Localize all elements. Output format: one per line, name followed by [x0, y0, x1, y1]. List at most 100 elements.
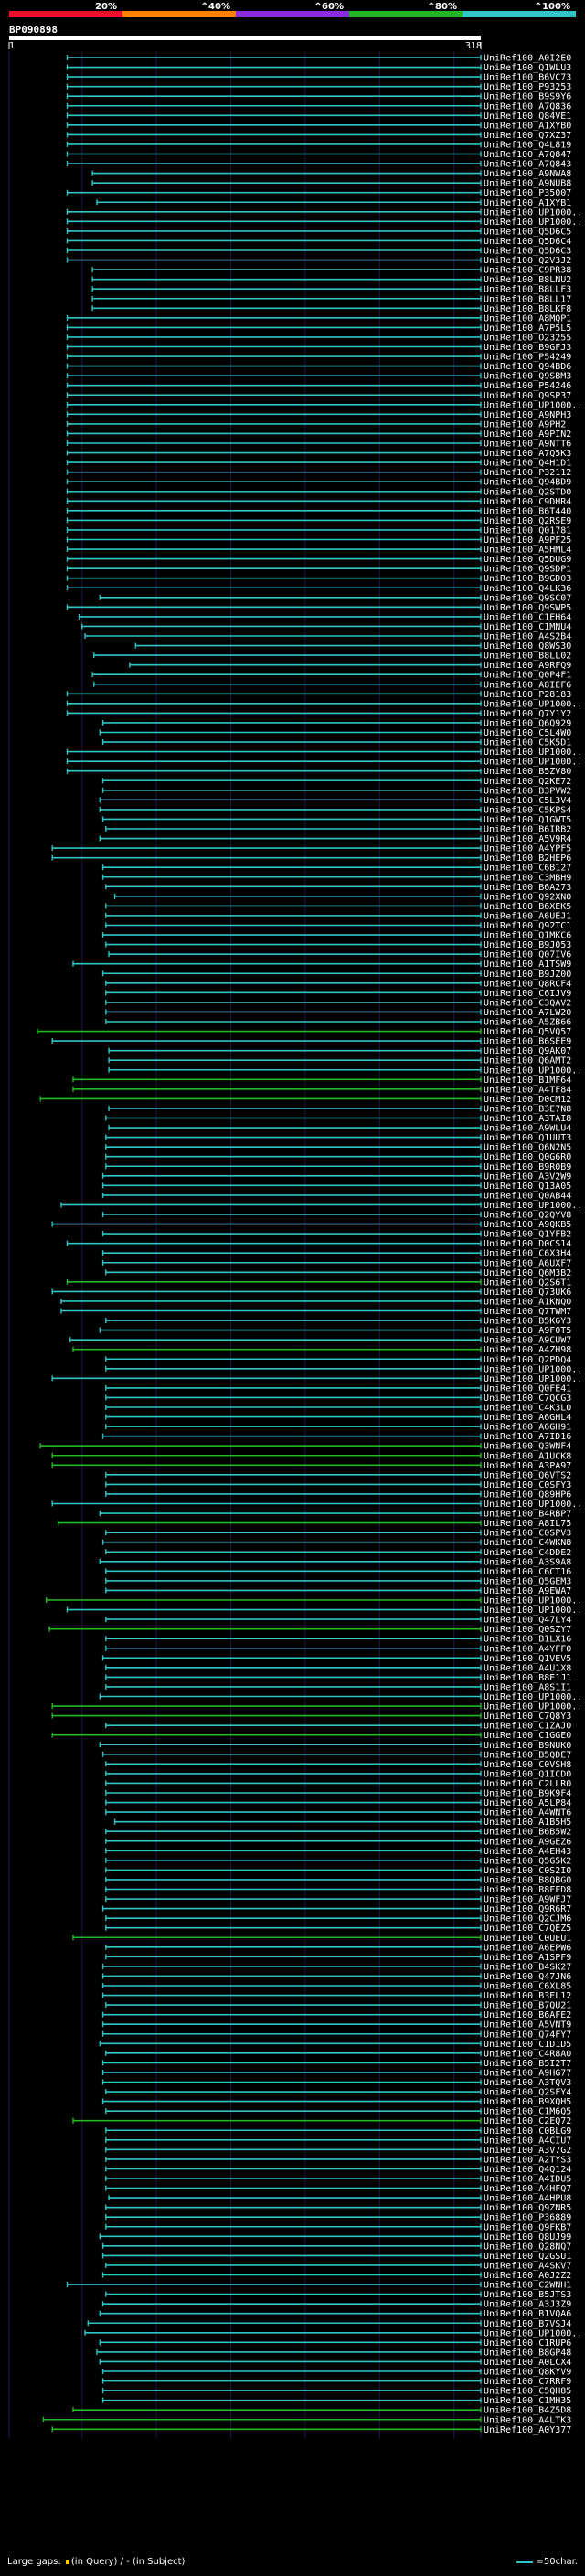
hit-row[interactable]: UniRef100_A4LTK3: [42, 2415, 571, 2425]
hit-label[interactable]: UniRef100_Q8WS30: [484, 641, 571, 652]
hit-label[interactable]: UniRef100_P54249: [484, 353, 571, 363]
hit-row[interactable]: UniRef100_C6X3H4: [101, 1249, 572, 1259]
hit-row[interactable]: UniRef100_Q47LY4: [105, 1616, 572, 1626]
hit-label[interactable]: UniRef100_C6X3H4: [484, 1249, 571, 1259]
hit-label[interactable]: UniRef100_C6B127: [484, 864, 571, 874]
hit-label[interactable]: UniRef100_B9S9Y6: [484, 92, 571, 102]
hit-label[interactable]: UniRef100_A6GH91: [484, 1423, 571, 1433]
hit-label[interactable]: UniRef100_A1KNQ0: [484, 1297, 571, 1307]
hit-row[interactable]: UniRef100_B1VQA6: [99, 2309, 571, 2319]
hit-label[interactable]: UniRef100_Q47JN6: [484, 1972, 571, 1982]
hit-row[interactable]: UniRef100_Q2STD0: [66, 487, 571, 497]
hit-label[interactable]: UniRef100_A4U1X8: [484, 1663, 571, 1673]
hit-row[interactable]: UniRef100_Q7XZ37: [66, 131, 571, 141]
hit-row[interactable]: UniRef100_C9DHR4: [66, 497, 571, 507]
hit-label[interactable]: UniRef100_B9R0B9: [484, 1162, 571, 1172]
hit-row[interactable]: UniRef100_A1KNQ0: [60, 1297, 571, 1307]
hit-label[interactable]: UniRef100_Q7XZ37: [484, 131, 571, 141]
hit-row[interactable]: UniRef100_C0SFY3: [105, 1480, 572, 1490]
hit-row[interactable]: UniRef100_B8LNU2: [91, 275, 571, 285]
hit-label[interactable]: UniRef100_Q89HP6: [484, 1489, 571, 1500]
hit-row[interactable]: UniRef100_A1SPF9: [105, 1953, 572, 1963]
hit-label[interactable]: UniRef100_D0CS14: [484, 1239, 571, 1249]
hit-row[interactable]: UniRef100_B3PVW2: [101, 786, 572, 796]
hit-row[interactable]: UniRef100_A9NUB8: [91, 179, 571, 189]
hit-label[interactable]: UniRef100_Q01781: [484, 525, 571, 535]
hit-label[interactable]: UniRef100_UP1000..: [484, 1065, 582, 1076]
hit-row[interactable]: UniRef100_A7Q5K3: [66, 449, 571, 459]
hit-label[interactable]: UniRef100_C7QCG3: [484, 1394, 571, 1404]
hit-row[interactable]: UniRef100_B8E1J1: [105, 1673, 572, 1683]
hit-label[interactable]: UniRef100_B8FFD8: [484, 1885, 571, 1895]
hit-label[interactable]: UniRef100_UP1000..: [484, 207, 582, 217]
hit-row[interactable]: UniRef100_C4DDE2: [105, 1548, 572, 1558]
hit-row[interactable]: UniRef100_C6CT16: [105, 1567, 572, 1577]
hit-label[interactable]: UniRef100_Q2SFY4: [484, 2088, 571, 2098]
hit-label[interactable]: UniRef100_P54246: [484, 381, 571, 391]
hit-row[interactable]: UniRef100_A4WNT6: [105, 1808, 572, 1818]
hit-label[interactable]: UniRef100_A4SKV7: [484, 2261, 571, 2271]
hit-row[interactable]: UniRef100_A1TSW9: [72, 959, 571, 970]
hit-label[interactable]: UniRef100_Q6M3B2: [484, 1268, 571, 1278]
hit-row[interactable]: UniRef100_Q5DUG9: [66, 555, 571, 565]
hit-row[interactable]: UniRef100_Q7TWM7: [60, 1307, 571, 1317]
hit-label[interactable]: UniRef100_C7RRF9: [484, 2377, 571, 2387]
hit-row[interactable]: UniRef100_B6T440: [66, 506, 571, 516]
hit-row[interactable]: UniRef100_A9NWA8: [91, 169, 571, 179]
hit-row[interactable]: UniRef100_B6B5W2: [105, 1828, 572, 1838]
hit-label[interactable]: UniRef100_Q0AB44: [484, 1191, 571, 1201]
hit-label[interactable]: UniRef100_B3EL12: [484, 1991, 571, 2001]
hit-row[interactable]: UniRef100_C6B127: [101, 864, 572, 874]
hit-label[interactable]: UniRef100_B5K6Y3: [484, 1317, 571, 1327]
hit-row[interactable]: UniRef100_C2WNH1: [66, 2281, 571, 2291]
hit-label[interactable]: UniRef100_C1MNU4: [484, 622, 571, 632]
hit-row[interactable]: UniRef100_A9NPH3: [66, 410, 571, 420]
hit-label[interactable]: UniRef100_UP1000..: [484, 217, 582, 228]
hit-row[interactable]: UniRef100_A4ZH98: [72, 1345, 571, 1355]
hit-label[interactable]: UniRef100_A3V7G2: [484, 2146, 571, 2156]
hit-row[interactable]: UniRef100_B5K6Y3: [105, 1317, 572, 1327]
hit-label[interactable]: UniRef100_B8GP48: [484, 2348, 571, 2358]
hit-label[interactable]: UniRef100_Q1MKC6: [484, 931, 571, 941]
hit-row[interactable]: UniRef100_Q1MKC6: [101, 931, 572, 941]
hit-label[interactable]: UniRef100_A4WNT6: [484, 1808, 571, 1818]
hit-row[interactable]: UniRef100_C1MNU4: [81, 622, 572, 632]
hit-label[interactable]: UniRef100_Q28NQ7: [484, 2242, 571, 2252]
hit-row[interactable]: UniRef100_B6IRB2: [105, 825, 572, 835]
hit-label[interactable]: UniRef100_B4Z5D8: [484, 2406, 571, 2416]
hit-label[interactable]: UniRef100_Q13A05: [484, 1182, 571, 1192]
hit-row[interactable]: UniRef100_A9WFJ7: [105, 1895, 572, 1905]
hit-label[interactable]: UniRef100_C7QEZ5: [484, 1924, 571, 1934]
hit-label[interactable]: UniRef100_UP1000..: [484, 758, 582, 768]
hit-label[interactable]: UniRef100_UP1000..: [484, 1702, 582, 1712]
hit-label[interactable]: UniRef100_A4YPF5: [484, 844, 571, 854]
hit-label[interactable]: UniRef100_A9NPH3: [484, 410, 571, 420]
hit-label[interactable]: UniRef100_C9DHR4: [484, 497, 571, 507]
hit-label[interactable]: UniRef100_C0BLG9: [484, 2126, 571, 2136]
hit-row[interactable]: UniRef100_B5JTS3: [105, 2290, 572, 2300]
hit-label[interactable]: UniRef100_A5ZB66: [484, 1018, 571, 1028]
hit-label[interactable]: UniRef100_UP1000..: [484, 1201, 582, 1211]
hit-label[interactable]: UniRef100_C0S2I0: [484, 1866, 571, 1876]
hit-row[interactable]: UniRef100_A3V2W9: [101, 1171, 572, 1182]
hit-row[interactable]: UniRef100_UP1000..: [108, 1065, 582, 1076]
hit-label[interactable]: UniRef100_A9WFJ7: [484, 1895, 571, 1905]
hit-label[interactable]: UniRef100_A5LP84: [484, 1798, 571, 1808]
hit-row[interactable]: UniRef100_Q13A05: [101, 1182, 572, 1192]
hit-row[interactable]: UniRef100_A8S1I1: [105, 1682, 572, 1692]
hit-label[interactable]: UniRef100_A1TSW9: [484, 959, 571, 970]
hit-row[interactable]: UniRef100_A8IEF6: [93, 680, 572, 690]
hit-row[interactable]: UniRef100_B4Z5D8: [72, 2406, 571, 2416]
hit-row[interactable]: UniRef100_C1GGE0: [51, 1731, 571, 1741]
hit-row[interactable]: UniRef100_Q2KE72: [101, 777, 572, 787]
hit-label[interactable]: UniRef100_A7LW20: [484, 1008, 571, 1018]
hit-label[interactable]: UniRef100_A9NWA8: [484, 169, 571, 179]
hit-row[interactable]: UniRef100_A5VNT9: [101, 2020, 572, 2030]
hit-row[interactable]: UniRef100_C0SPV3: [105, 1529, 572, 1539]
hit-row[interactable]: UniRef100_P35007: [66, 188, 571, 198]
hit-label[interactable]: UniRef100_UP1000..: [484, 1500, 582, 1510]
hit-row[interactable]: UniRef100_B5I2T7: [101, 2059, 572, 2069]
hit-row[interactable]: UniRef100_B2HEP6: [51, 853, 571, 864]
hit-row[interactable]: UniRef100_A4S2B4: [84, 632, 571, 642]
hit-label[interactable]: UniRef100_Q92TC1: [484, 921, 571, 931]
